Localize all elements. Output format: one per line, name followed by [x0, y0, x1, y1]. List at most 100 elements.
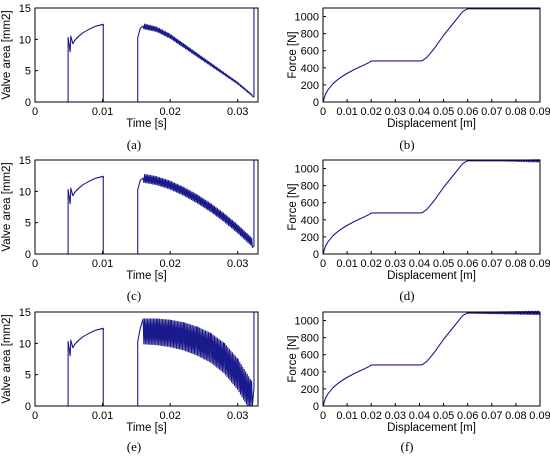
x-tick-label: 0.09	[529, 106, 550, 118]
panel-label-c: (c)	[126, 288, 142, 303]
x-tick-label: 0.01	[92, 410, 113, 422]
y-axis-label: Valve area [mm2]	[1, 314, 13, 403]
x-tick-label: 0	[32, 410, 38, 422]
x-tick-label: 0.06	[457, 258, 478, 270]
x-tick-label: 0.05	[433, 106, 454, 118]
series-line	[322, 8, 540, 103]
y-tick-label: 15	[19, 3, 31, 15]
y-tick-label: 10	[19, 338, 31, 350]
panel-label-e: (e)	[126, 439, 142, 454]
x-axis-label: Displacement [m]	[387, 270, 476, 282]
x-tick-label: 0.01	[92, 258, 113, 270]
y-tick-label: 1000	[295, 316, 319, 328]
y-tick-label: 10	[19, 34, 31, 46]
x-tick-label: 0.08	[505, 106, 526, 118]
y-tick-label: 200	[301, 384, 319, 396]
series-line	[322, 159, 541, 255]
y-tick-label: 600	[301, 350, 319, 362]
y-tick-label: 200	[301, 232, 319, 244]
y-axis-label: Force [N]	[287, 335, 299, 382]
x-tick-label: 0.03	[385, 410, 406, 422]
panel-label-a: (a)	[126, 137, 142, 152]
x-tick-label: 0.03	[385, 258, 406, 270]
plot-frame	[322, 7, 541, 103]
plot-frame	[322, 159, 541, 255]
x-tick-label: 0.07	[481, 106, 502, 118]
y-tick-label: 200	[301, 80, 319, 92]
x-tick-label: 0.05	[433, 410, 454, 422]
x-tick-label: 0	[320, 258, 326, 270]
y-tick-label: 400	[301, 367, 319, 379]
plot-frame	[34, 159, 259, 255]
y-tick-label: 5	[25, 370, 31, 382]
x-tick-label: 0	[320, 106, 326, 118]
x-tick-label: 0.05	[433, 258, 454, 270]
y-axis-label: Valve area [mm2]	[1, 10, 13, 99]
chart-panel-2: 0 0.01 0.02 0.03 0 5 10 15 Time [s] Valve area [m…	[1, 155, 259, 282]
x-tick-label: 0.04	[409, 106, 430, 118]
x-axis-label: Time [s]	[126, 118, 166, 130]
x-tick-label: 0.03	[227, 258, 248, 270]
plot-frame	[322, 311, 541, 407]
y-tick-label: 400	[301, 63, 319, 75]
chart-panel-5: 0 0.01 0.02 0.03 0.04 0.05 0.06 0.07 0.08 0.09 0 20…	[287, 310, 550, 434]
y-tick-label: 800	[301, 29, 319, 41]
series-line	[35, 311, 258, 407]
x-tick-label: 0.07	[481, 410, 502, 422]
panel-label-f: (f)	[400, 439, 414, 454]
y-tick-label: 0	[313, 249, 319, 261]
x-tick-label: 0	[32, 106, 38, 118]
y-tick-label: 600	[301, 46, 319, 58]
chart-panel-1: 0 0.01 0.02 0.03 0.04 0.05 0.06 0.07 0.08 0.09 0 20…	[287, 7, 550, 130]
panel-label-d: (d)	[399, 288, 415, 303]
y-tick-label: 1000	[295, 164, 319, 176]
x-tick-label: 0.02	[159, 258, 180, 270]
x-tick-label: 0.01	[336, 410, 357, 422]
y-axis-label: Force [N]	[287, 183, 299, 230]
x-tick-label: 0	[320, 410, 326, 422]
x-tick-label: 0.03	[227, 410, 248, 422]
x-tick-label: 0.04	[409, 258, 430, 270]
y-tick-label: 0	[313, 401, 319, 413]
y-tick-label: 0	[25, 401, 31, 413]
x-tick-label: 0.09	[529, 258, 550, 270]
x-tick-label: 0.01	[336, 258, 357, 270]
y-tick-label: 15	[19, 155, 31, 167]
x-tick-label: 0.01	[92, 106, 113, 118]
x-axis-label: Displacement [m]	[387, 422, 476, 434]
y-tick-label: 400	[301, 215, 319, 227]
y-tick-label: 5	[25, 66, 31, 78]
x-tick-label: 0.02	[159, 410, 180, 422]
x-axis-label: Displacement [m]	[387, 118, 476, 130]
y-tick-label: 5	[25, 218, 31, 230]
chart-panel-0: 0 0.01 0.02 0.03 0 5 10 15 Time [s] Valve area [m…	[1, 3, 259, 130]
x-tick-label: 0.02	[361, 106, 382, 118]
y-axis-label: Force [N]	[287, 31, 299, 78]
y-tick-label: 15	[19, 307, 31, 319]
x-tick-label: 0.02	[159, 106, 180, 118]
x-tick-label: 0.08	[505, 410, 526, 422]
y-tick-label: 0	[25, 97, 31, 109]
x-tick-label: 0.02	[361, 410, 382, 422]
chart-panel-3: 0 0.01 0.02 0.03 0.04 0.05 0.06 0.07 0.08 0.09 0 20…	[287, 159, 550, 282]
x-tick-label: 0.01	[336, 106, 357, 118]
x-tick-label: 0.06	[457, 410, 478, 422]
x-tick-label: 0.02	[361, 258, 382, 270]
x-tick-label: 0.03	[227, 106, 248, 118]
plot-frame	[34, 311, 259, 407]
chart-panel-4: 0 0.01 0.02 0.03 0 5 10 15 Time [s] Valve area [m…	[1, 307, 259, 434]
y-tick-label: 10	[19, 186, 31, 198]
x-tick-label: 0.06	[457, 106, 478, 118]
y-tick-label: 600	[301, 198, 319, 210]
x-axis-label: Time [s]	[126, 422, 166, 434]
x-tick-label: 0.09	[529, 410, 550, 422]
plot-frame	[34, 7, 259, 103]
y-tick-label: 1000	[295, 12, 319, 24]
x-axis-label: Time [s]	[126, 270, 166, 282]
x-tick-label: 0.04	[409, 410, 430, 422]
series-line	[322, 310, 541, 407]
y-axis-label: Valve area [mm2]	[1, 162, 13, 251]
x-tick-label: 0	[32, 258, 38, 270]
y-tick-label: 800	[301, 333, 319, 345]
series-line	[35, 7, 258, 103]
